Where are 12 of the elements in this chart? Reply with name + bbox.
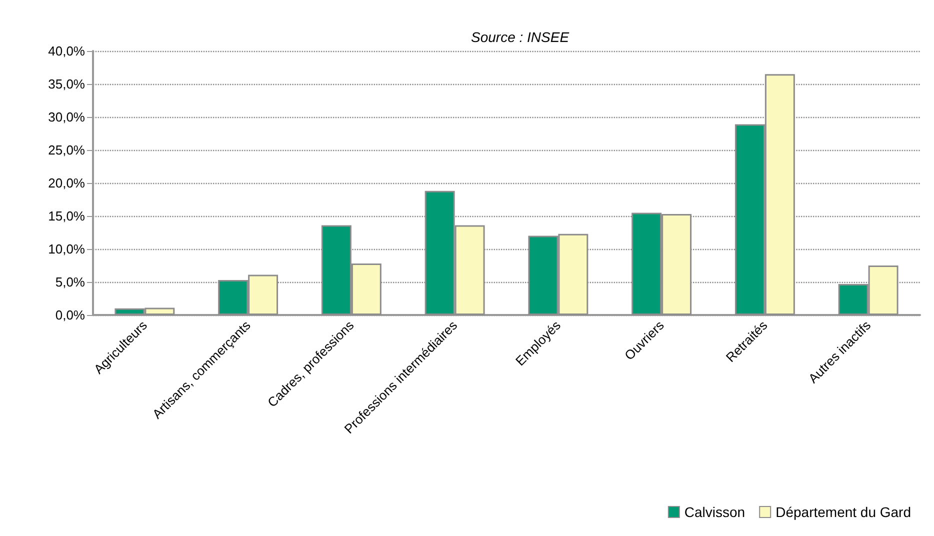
y-tick-label: 20,0% [48,176,86,190]
y-tick-label: 15,0% [48,208,86,224]
y-tick-label: 35,0% [48,76,86,92]
legend-label: Département du Gard [776,504,911,520]
y-tick-label: 30,0% [48,110,86,124]
y-tick-label: 0,0% [55,308,86,322]
y-tick-label: 10,0% [48,242,86,256]
y-tick-label: 5,0% [55,274,86,290]
y-tick-label: 40,0% [48,44,86,58]
legend-label: Calvisson [684,504,746,520]
source-note: Source : INSEE [471,29,570,45]
y-tick-label: 25,0% [48,142,86,158]
